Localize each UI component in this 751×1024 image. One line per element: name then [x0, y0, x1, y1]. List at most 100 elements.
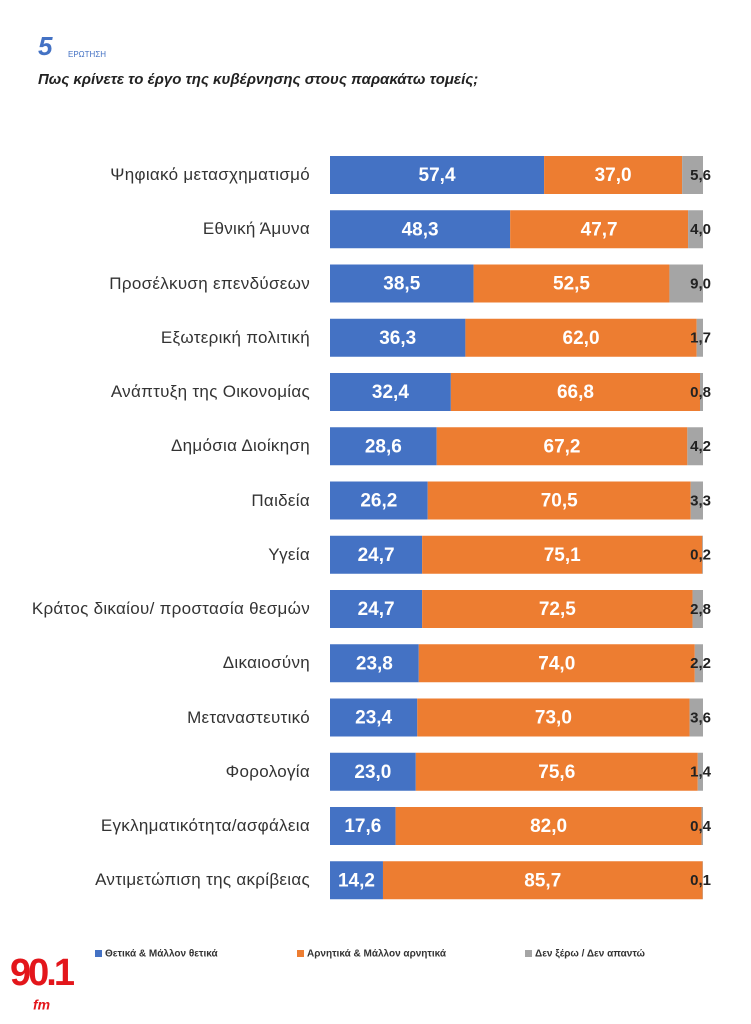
- value-label: 67,2: [544, 436, 581, 457]
- category-label: Εγκληματικότητα/ασφάλεια: [100, 816, 310, 835]
- legend-swatch: [95, 950, 102, 957]
- bar-segment: [700, 373, 703, 411]
- bar-segment: [465, 318, 697, 357]
- bar-segment: [682, 156, 703, 194]
- bar-segment: [330, 373, 451, 411]
- value-label: 1,7: [690, 330, 711, 347]
- value-label: 14,2: [338, 870, 375, 891]
- legend-swatch: [297, 950, 304, 957]
- bar-segment: [415, 752, 698, 791]
- value-label: 82,0: [530, 816, 567, 837]
- bar-segment: [330, 481, 428, 520]
- value-label: 24,7: [358, 545, 395, 566]
- value-label: 73,0: [535, 708, 572, 729]
- bar-segment: [330, 210, 511, 249]
- category-label: Ανάπτυξη της Οικονομίας: [110, 382, 310, 401]
- bar-segment: [330, 535, 423, 574]
- value-label: 0,4: [690, 818, 712, 835]
- bar-segment: [450, 373, 701, 411]
- value-label: 26,2: [360, 491, 397, 512]
- bar-segment: [382, 861, 703, 900]
- bar-segment: [696, 318, 703, 357]
- value-label: 32,4: [372, 382, 409, 403]
- bar-segment: [330, 264, 474, 303]
- category-label: Ψηφιακό μετασχηματισμό: [110, 165, 310, 184]
- bar-segment: [689, 698, 703, 737]
- category-label: Δημόσια Διοίκηση: [170, 436, 310, 456]
- category-label: Φορολογία: [225, 761, 310, 781]
- bar-segment: [330, 807, 396, 845]
- value-label: 48,3: [402, 219, 439, 240]
- value-label: 36,3: [379, 328, 416, 349]
- category-label: Δικαιοσύνη: [222, 653, 310, 673]
- bar-segment: [418, 644, 695, 683]
- category-label: Εξωτερική πολιτική: [160, 327, 310, 347]
- value-label: 23,4: [355, 708, 392, 729]
- value-label: 0,2: [690, 547, 711, 564]
- logo-sub: fm: [33, 997, 50, 1013]
- logo: 90.1: [10, 952, 75, 994]
- question-label: ΕΡΩΤΗΣΗ: [68, 50, 106, 59]
- bar-segment: [510, 210, 689, 249]
- bar-segment: [694, 644, 703, 683]
- bar-segment: [330, 427, 437, 466]
- value-label: 23,8: [356, 653, 393, 674]
- bar-segment: [687, 427, 703, 466]
- value-label: 4,0: [690, 221, 711, 238]
- bar-segment: [702, 535, 703, 574]
- value-label: 74,0: [538, 653, 575, 674]
- value-label: 52,5: [553, 274, 590, 295]
- value-label: 17,6: [344, 816, 381, 837]
- bar-segment: [330, 590, 423, 628]
- value-label: 2,8: [690, 601, 711, 618]
- chart-title: Πως κρίνετε το έργο της κυβέρνησης στους…: [38, 71, 478, 88]
- bar-segment: [330, 318, 466, 357]
- value-label: 1,4: [690, 764, 712, 781]
- value-label: 28,6: [365, 436, 402, 457]
- bar-segment: [330, 644, 419, 683]
- category-label: Μεταναστευτικό: [187, 707, 310, 727]
- value-label: 75,6: [538, 762, 575, 783]
- value-label: 70,5: [541, 491, 578, 512]
- bar-segment: [692, 590, 703, 628]
- bar-segment: [669, 264, 703, 303]
- legend-label: Δεν ξέρω / Δεν απαντώ: [535, 949, 646, 960]
- value-label: 57,4: [419, 165, 456, 186]
- bar-segment: [690, 481, 703, 520]
- value-label: 37,0: [595, 165, 632, 186]
- bar-segment: [688, 210, 703, 249]
- value-label: 9,0: [690, 275, 711, 292]
- bar-segment: [436, 427, 688, 466]
- legend-label: Θετικά & Μάλλον θετικά: [105, 949, 218, 960]
- value-label: 38,5: [383, 274, 420, 295]
- bar-segment: [422, 535, 703, 574]
- value-label: 66,8: [557, 382, 594, 403]
- bar-segment: [330, 156, 545, 194]
- value-label: 47,7: [581, 219, 618, 240]
- category-label: Αντιμετώπιση της ακρίβειας: [95, 870, 310, 890]
- value-label: 62,0: [563, 328, 600, 349]
- bar-segment: [330, 698, 418, 737]
- bar-segment: [697, 752, 703, 791]
- question-number: 5: [38, 31, 53, 61]
- category-label: Προσέλκυση επενδύσεων: [109, 273, 310, 293]
- category-label: Εθνική Άμυνα: [202, 219, 310, 239]
- value-label: 5,6: [690, 167, 711, 184]
- bar-segment: [330, 861, 383, 900]
- value-label: 72,5: [539, 599, 576, 620]
- value-label: 2,2: [690, 655, 711, 672]
- value-label: 23,0: [354, 762, 391, 783]
- bar-segment: [330, 752, 416, 791]
- value-label: 3,6: [690, 709, 711, 726]
- value-label: 4,2: [690, 438, 711, 455]
- bar-segment: [395, 807, 702, 845]
- value-label: 24,7: [358, 599, 395, 620]
- bar-segment: [473, 264, 670, 303]
- bar-segment: [701, 807, 703, 845]
- value-label: 0,8: [690, 384, 711, 401]
- category-label: Υγεία: [268, 544, 310, 564]
- category-label: Κράτος δικαίου/ προστασία θεσμών: [31, 599, 310, 618]
- bar-segment: [417, 698, 690, 737]
